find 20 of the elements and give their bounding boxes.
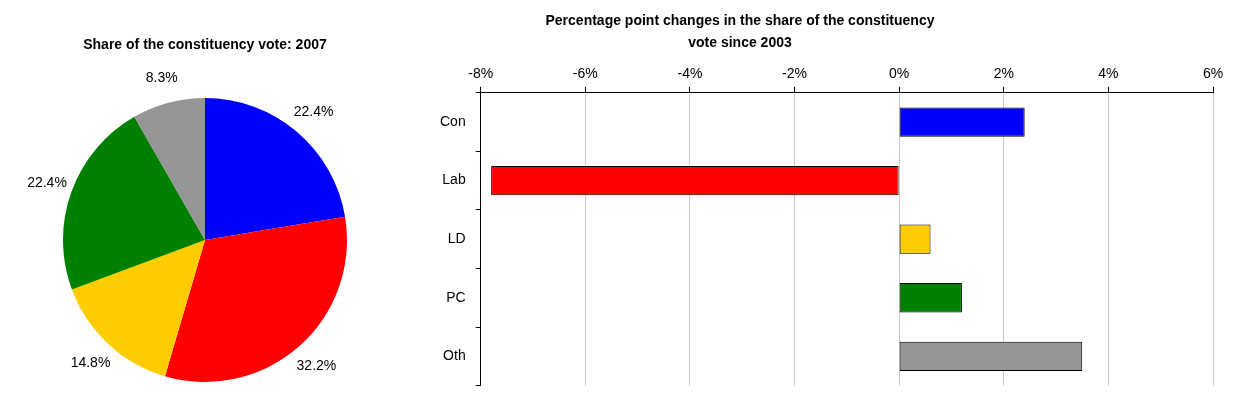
data-label: 8.3% <box>145 68 178 85</box>
y-tick-label: Lab <box>442 171 466 188</box>
x-tick-label: 0% <box>889 65 910 82</box>
y-tick-label: Con <box>440 112 466 129</box>
y-tick-label: Oth <box>443 347 466 364</box>
y-tick-label: LD <box>447 230 466 247</box>
x-tick-label: 6% <box>1202 65 1224 82</box>
x-tick-label: -6% <box>572 65 598 82</box>
chart-title: Share of the constituency vote: 2007 <box>82 36 328 52</box>
data-label: 22.4% <box>293 102 334 119</box>
x-tick-label: -2% <box>782 65 807 82</box>
chart-title: Percentage point changes in the share of the constituency vote since 2003 <box>544 11 936 52</box>
x-tick-label: 4% <box>1098 65 1119 82</box>
x-tick-label: -4% <box>677 65 703 82</box>
x-tick-label: -8% <box>468 65 494 82</box>
data-label: 22.4% <box>27 173 67 190</box>
y-tick-label: PC <box>446 288 466 305</box>
x-tick-label: 2% <box>993 65 1014 82</box>
data-label: 32.2% <box>296 356 337 373</box>
data-label: 14.8% <box>70 353 111 370</box>
